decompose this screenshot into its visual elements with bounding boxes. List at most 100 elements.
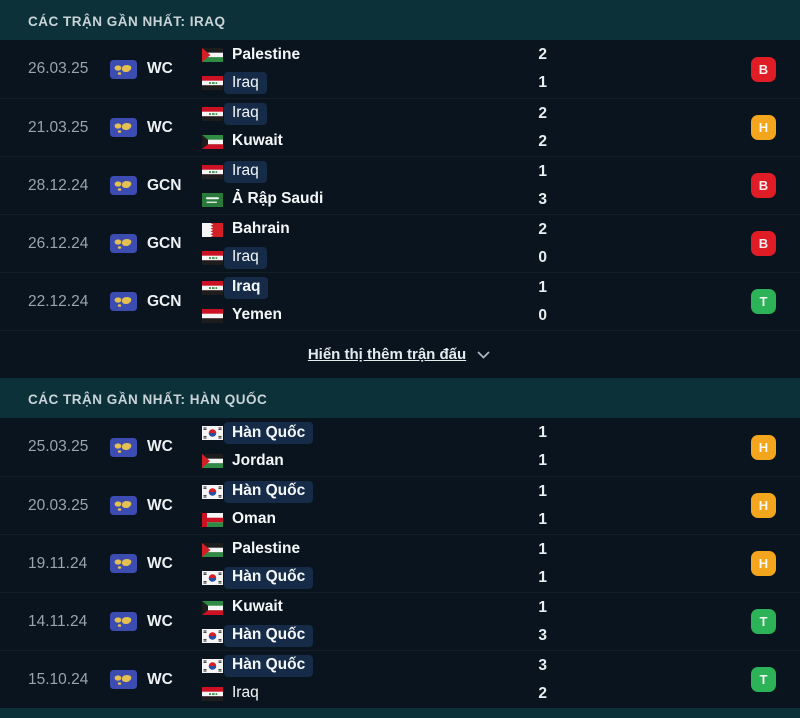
flag-bahrain-icon: [202, 222, 223, 237]
match-row[interactable]: 22.12.24 GCN Iraq 1 Yemen 0 T: [0, 272, 800, 330]
match-row[interactable]: 14.11.24 WC Kuwait 1 Hàn Quốc 3 T: [0, 592, 800, 650]
match-row[interactable]: 26.12.24 GCN Bahrain 2 Iraq 0 B: [0, 214, 800, 272]
competition-label: WC: [147, 612, 173, 630]
result-badge: H: [751, 434, 776, 460]
competition: GCN: [110, 234, 202, 253]
teams: Palestine 1 Hàn Quốc 1: [202, 537, 547, 591]
match-date: 25.03.25: [28, 438, 89, 455]
competition-label: WC: [147, 438, 173, 455]
section-header-iraq: CÁC TRẬN GẦN NHẤT: IRAQ: [0, 0, 800, 40]
match-date: 28.12.24: [28, 176, 89, 194]
team-name: Hàn Quốc: [224, 480, 314, 503]
competition-icon: [110, 176, 137, 195]
result: H: [751, 551, 800, 576]
team-score: 2: [538, 46, 547, 63]
team-score: 1: [538, 424, 547, 441]
match-row[interactable]: 21.03.25 WC Iraq 2 Kuwait 2 H: [0, 98, 800, 156]
competition-icon: [110, 612, 137, 631]
team-name: Oman: [232, 510, 276, 527]
flag-korea-icon: [202, 628, 223, 643]
match-row[interactable]: 19.11.24 WC Palestine 1 Hàn Quốc 1 H: [0, 534, 800, 592]
team-line: Oman 1: [202, 507, 547, 533]
result: H: [751, 434, 800, 460]
flag-kuwait-icon: [202, 600, 223, 615]
match-date: 20.03.25: [28, 496, 89, 514]
teams: Hàn Quốc 1 Oman 1: [202, 479, 547, 533]
team-score: 1: [538, 162, 547, 180]
team-line: Iraq 1: [202, 70, 547, 96]
teams: Iraq 1 Yemen 0: [202, 275, 547, 329]
team-name: Yemen: [232, 306, 282, 323]
match-row[interactable]: 15.10.24 WC Hàn Quốc 3 Iraq 2 T: [0, 650, 800, 708]
competition: WC: [110, 59, 202, 79]
flag-palestine-icon: [202, 542, 223, 557]
teams: Iraq 1 Ả Rập Saudi 3: [202, 159, 547, 213]
chevron-down-icon[interactable]: [475, 346, 492, 363]
competition-label: WC: [147, 670, 173, 688]
team-name: Hàn Quốc: [224, 422, 314, 444]
match-date: 14.11.24: [28, 612, 88, 630]
teams: Kuwait 1 Hàn Quốc 3: [202, 595, 547, 649]
section-han-quoc: CÁC TRẬN GẦN NHẤT: HÀN QUỐC 25.03.25 WC …: [0, 378, 800, 708]
match-row[interactable]: 25.03.25 WC Hàn Quốc 1 Jordan 1 H: [0, 418, 800, 476]
result-badge: B: [751, 56, 776, 82]
show-more-row: Hiển thị thêm trận đấu: [0, 330, 800, 378]
flag-saudi-icon: [202, 192, 223, 207]
result-badge: H: [751, 493, 776, 518]
team-score: 2: [538, 132, 547, 150]
team-line: Bahrain 2: [202, 217, 547, 243]
show-more-link[interactable]: Hiển thị thêm trận đấu: [307, 346, 467, 363]
result-badge: T: [751, 609, 776, 634]
team-score: 0: [538, 248, 547, 266]
result: T: [751, 289, 800, 314]
team-name: Jordan: [232, 451, 284, 469]
competition: GCN: [110, 292, 202, 311]
competition-icon: [110, 554, 137, 573]
competition: WC: [110, 437, 202, 457]
result-badge: B: [751, 231, 776, 256]
flag-iraq-icon: [202, 164, 223, 179]
competition: WC: [110, 670, 202, 689]
team-score: 0: [538, 306, 547, 324]
competition-icon: [110, 292, 137, 311]
competition-icon: [110, 118, 137, 137]
flag-korea-icon: [202, 426, 223, 440]
competition: GCN: [110, 176, 202, 195]
flag-iraq-icon: [202, 106, 223, 121]
match-row[interactable]: 20.03.25 WC Hàn Quốc 1 Oman 1 H: [0, 476, 800, 534]
team-name: Kuwait: [232, 598, 283, 615]
match-row[interactable]: 28.12.24 GCN Iraq 1 Ả Rập Saudi 3 B: [0, 156, 800, 214]
competition-icon: [110, 234, 137, 253]
team-line: Iraq 2: [202, 101, 547, 127]
competition-label: GCN: [147, 234, 182, 252]
team-name: Bahrain: [232, 220, 290, 237]
result-badge: B: [751, 173, 776, 198]
result: T: [751, 609, 800, 634]
team-score: 3: [538, 656, 547, 674]
team-line: Hàn Quốc 1: [202, 479, 547, 505]
competition: WC: [110, 496, 202, 515]
team-score: 1: [538, 482, 547, 500]
match-row[interactable]: 26.03.25 WC Palestine 2 Iraq 1 B: [0, 40, 800, 98]
team-line: Yemen 0: [202, 303, 547, 329]
team-line: Iraq 0: [202, 245, 547, 271]
team-name: Iraq: [232, 684, 259, 701]
team-score: 1: [538, 278, 547, 296]
team-name: Palestine: [232, 540, 301, 557]
match-date: 22.12.24: [28, 292, 89, 310]
team-name: Hàn Quốc: [224, 624, 314, 647]
team-score: 2: [538, 220, 547, 238]
team-name: Palestine: [232, 45, 301, 63]
flag-iraq-icon: [202, 686, 223, 701]
match-date: 21.03.25: [28, 118, 89, 136]
result-badge: T: [751, 667, 776, 692]
result: H: [751, 493, 800, 518]
team-line: Palestine 1: [202, 537, 547, 563]
competition-label: GCN: [147, 292, 182, 310]
result-badge: T: [751, 289, 776, 314]
match-date: 26.03.25: [28, 60, 89, 77]
result: T: [751, 667, 800, 692]
team-score: 1: [538, 510, 547, 528]
result: H: [751, 115, 800, 140]
